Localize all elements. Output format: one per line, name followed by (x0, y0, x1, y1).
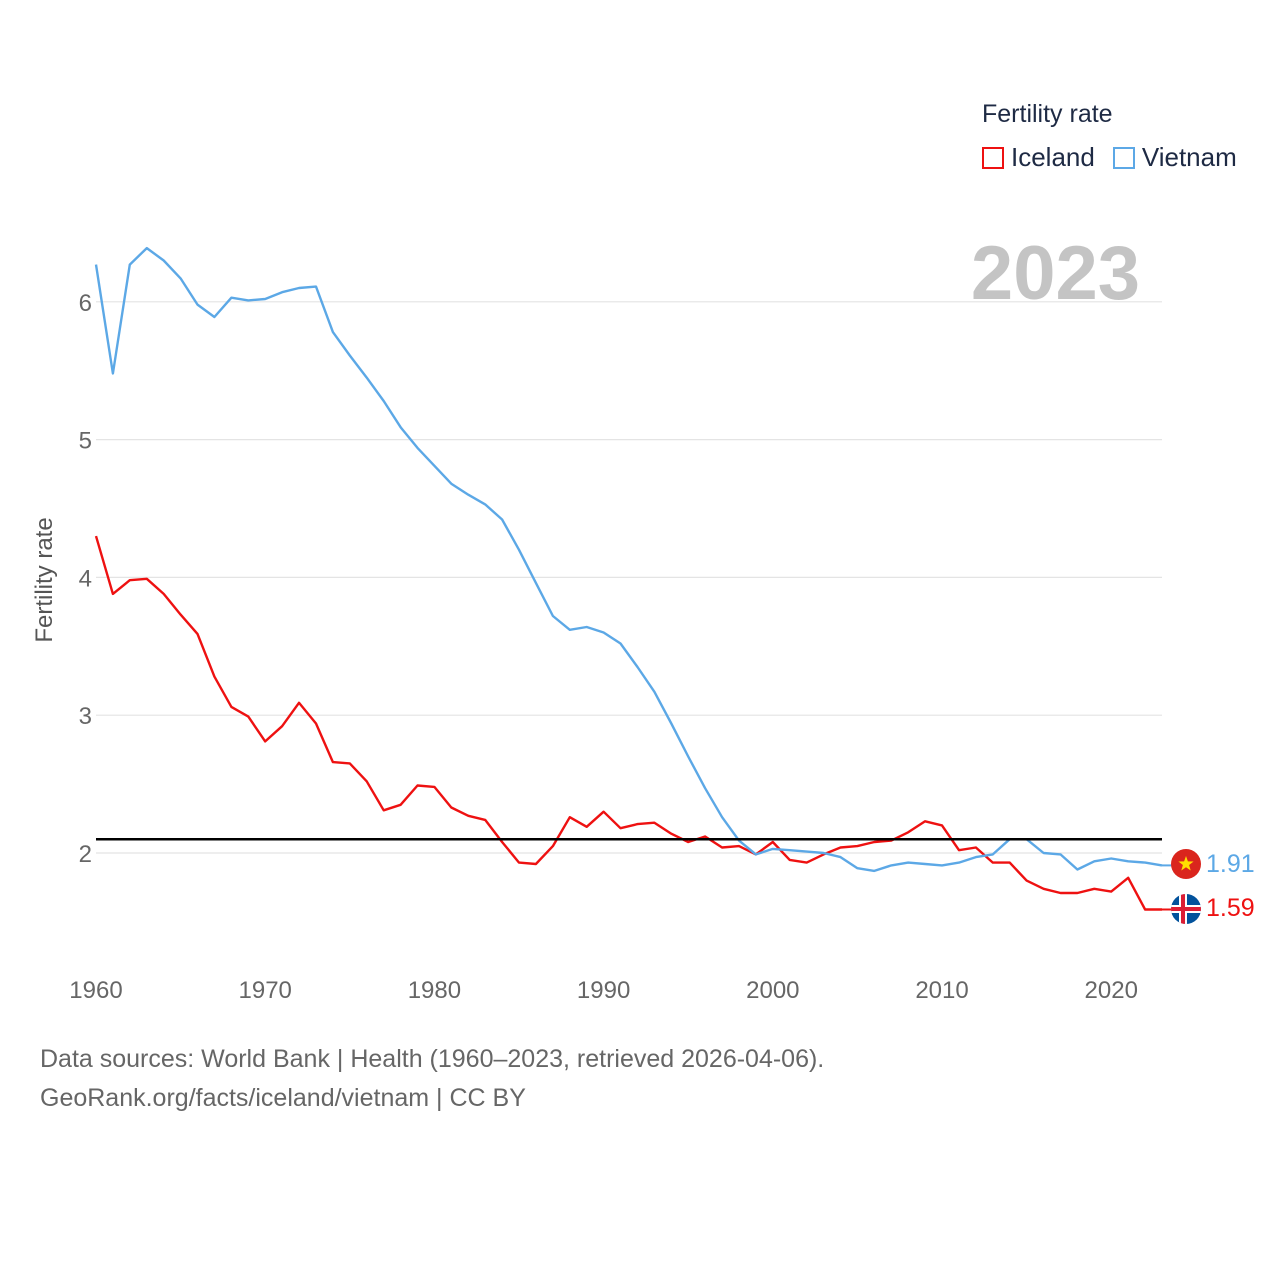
x-tick-label: 2010 (915, 977, 968, 1004)
vietnam-end-value: 1.91 (1206, 850, 1255, 878)
y-axis-label: Fertility rate (31, 517, 58, 642)
legend-label-iceland: Iceland (1011, 142, 1095, 172)
series-lines (94, 246, 1172, 911)
series-end-markers: 1.91 1.59 (1171, 849, 1255, 924)
vietnam-flag-icon (1171, 849, 1201, 879)
y-tick-label: 3 (79, 703, 92, 730)
x-tick-label: 1970 (239, 977, 292, 1004)
y-tick-label: 6 (79, 290, 92, 317)
vietnam-swatch (1112, 146, 1135, 169)
y-axis-ticks: 2 3 4 5 6 (79, 290, 92, 868)
grid-lines (96, 301, 1162, 854)
year-label: 2023 (971, 231, 1140, 316)
x-axis-ticks: 1960 1970 1980 1990 2000 2010 2020 (69, 977, 1138, 1004)
y-tick-label: 2 (79, 841, 92, 868)
legend-label-vietnam: Vietnam (1141, 142, 1237, 172)
legend-title: Fertility rate (982, 100, 1113, 128)
legend-item-vietnam[interactable]: Vietnam (1112, 142, 1237, 173)
y-tick-label: 4 (79, 565, 92, 592)
x-tick-label: 2000 (746, 977, 799, 1004)
series-line-vietnam (94, 246, 1163, 873)
legend: Iceland Vietnam (982, 142, 1255, 173)
y-tick-label: 5 (79, 428, 92, 455)
iceland-swatch (982, 146, 1004, 169)
data-sources-text: Data sources: World Bank | Health (1960–… (40, 1045, 825, 1073)
x-tick-label: 1980 (408, 977, 461, 1004)
x-tick-label: 2020 (1085, 977, 1138, 1004)
x-tick-label: 1960 (69, 977, 122, 1004)
legend-item-iceland[interactable]: Iceland (982, 142, 1095, 173)
iceland-flag-icon (1171, 894, 1201, 924)
x-tick-label: 1990 (577, 977, 630, 1004)
source-link-text[interactable]: GeoRank.org/facts/iceland/vietnam | CC B… (40, 1084, 526, 1112)
iceland-end-value: 1.59 (1206, 894, 1255, 922)
